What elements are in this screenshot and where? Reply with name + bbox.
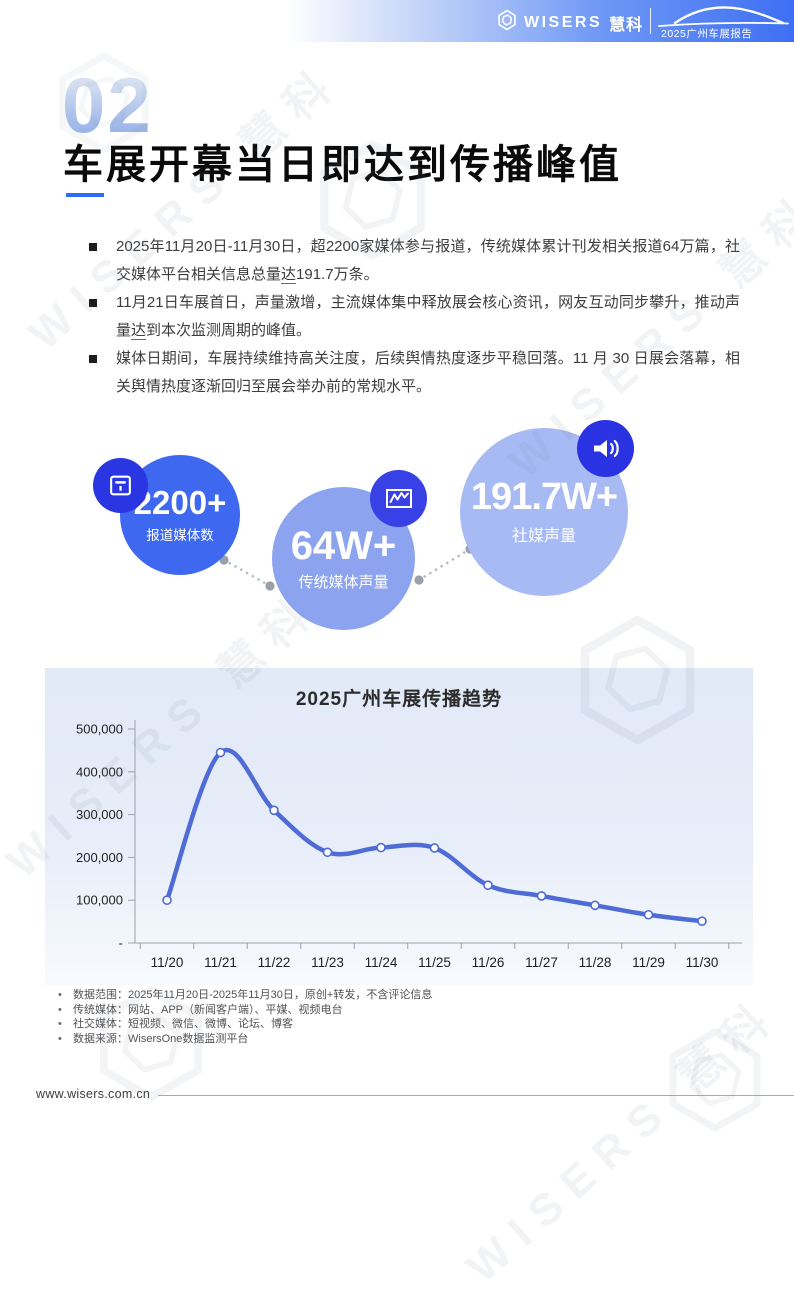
data-point-marker [697,916,707,926]
logo-text: WISERS [524,13,603,31]
footnote-item: • 传统媒体：网站、APP（新闻客户端）、平媒、视频电台 [56,1003,432,1018]
bullet-marker [89,299,97,307]
bullet-text: 达 [131,322,147,340]
bullet-marker [89,243,97,251]
x-axis-tick-label: 11/20 [151,955,184,970]
bullet-text: 11月21日车展首日，声量激增，主流媒体集中释放展会核心资讯，网友互动同步攀升，… [116,294,740,339]
y-axis-tick-label: 500,000 [76,722,123,737]
x-axis-tick-label: 11/27 [525,955,558,970]
stat-value: 191.7W+ [470,476,618,519]
report-tag-label: 2025广州车展报告 [661,28,753,40]
wisers-watermark-text: WISERS 慧科 [457,988,788,1293]
x-axis-tick-label: 11/26 [472,955,505,970]
bullet-item: 11月21日车展首日，声量激增，主流媒体集中释放展会核心资讯，网友互动同步攀升，… [88,289,740,345]
footnote-text: 社交媒体：短视频、微信、微博、论坛、博客 [73,1018,293,1030]
stat-label: 报道媒体数 [146,528,214,544]
y-axis-tick-label: 100,000 [76,893,123,908]
x-axis-tick-label: 11/25 [418,955,451,970]
x-axis-tick-label: 11/28 [579,955,612,970]
chart-title: 2025广州车展传播趋势 [295,689,503,710]
y-axis-tick-label: - [119,936,123,951]
y-axis-tick-label: 400,000 [76,764,123,779]
data-point-marker [376,842,386,853]
bullet-item: 2025年11月20日-11月30日，超2200家媒体参与报道，传统媒体累计刊发… [88,233,740,289]
stats-infographic: 2200+ 报道媒体数 64W+ 传统媒体声量 191.7W+ 社媒声量 [0,415,794,665]
footnote-list: • 数据范围：2025年11月20日-2025年11月30日，原创+转发，不含评论… [56,988,432,1046]
trend-line-chart: 500,000 400,000 300,000 200,000 100,000 - 11/2… [76,720,742,970]
data-point-marker [269,805,279,816]
trend-line [164,747,705,924]
data-point-marker [483,880,493,891]
stat-value: 2200+ [133,483,227,521]
footer-website-link[interactable]: www.wisers.com.cn [36,1087,151,1101]
footer-divider-line [158,1095,794,1096]
data-point-marker [162,895,172,905]
footnote-item: • 数据范围：2025年11月20日-2025年11月30日，原创+转发，不含评论… [56,988,432,1003]
speaker-icon [577,420,634,477]
x-axis-tick-label: 11/23 [311,955,344,970]
y-axis-tick-label: 200,000 [76,850,123,865]
bullet-text: 媒体日期间，车展持续维持高关注度，后续舆情热度逐步平稳回落。11 月 30 日展… [116,350,740,395]
hexagon-watermark-icon [665,1028,765,1132]
bullet-text: 达 [281,266,297,284]
header-divider [650,8,651,34]
car-silhouette-icon [658,6,789,27]
footnote-bullet-marker: • [58,1032,62,1045]
footnote-item: • 社交媒体：短视频、微信、微博、论坛、博客 [56,1017,432,1032]
data-point-marker [215,747,226,758]
stat-value: 64W+ [290,524,397,568]
x-axis-tick-label: 11/22 [258,955,291,970]
x-axis-tick-label: 11/30 [686,955,719,970]
x-axis-tick-label: 11/24 [365,955,398,970]
hexagon-logo-icon [497,9,517,36]
report-tag: 2025广州车展报告 [657,1,791,42]
section-number: 02 [62,61,153,149]
trend-chart-panel: 2025广州车展传播趋势 500,000 400,000 300,000 200,00… [45,668,753,985]
header-bar: WISERS 慧科 2025广州车展报告 [0,0,794,42]
footnote-bullet-marker: • [58,1018,62,1030]
logo-suffix: 慧科 [609,16,644,34]
footnote-item: • 数据来源：WisersOne数据监测平台 [56,1032,432,1047]
footnote-bullet-marker: • [58,989,62,1001]
x-axis-tick-label: 11/29 [632,955,665,970]
footnote-bullet-marker: • [58,1003,62,1016]
bullet-text: 到本次监测周期的峰值。 [146,322,312,339]
page-title: 车展开幕当日即达到传播峰值 [63,143,622,187]
data-point-marker [643,909,654,920]
footnote-text: 传统媒体：网站、APP（新闻客户端）、平媒、视频电台 [73,1003,343,1016]
bullet-item: 媒体日期间，车展持续维持高关注度，后续舆情热度逐步平稳回落。11 月 30 日展… [88,345,740,401]
x-axis-tick-label: 11/21 [204,955,237,970]
newspaper-icon [93,458,148,513]
trend-chart-icon [370,470,427,527]
data-point-marker [322,847,333,858]
title-underline [66,193,104,197]
footnote-text: 数据来源：WisersOne数据监测平台 [73,1032,249,1045]
bullet-text: 191.7万条。 [296,266,379,283]
footnote-text: 数据范围：2025年11月20日-2025年11月30日，原创+转发，不含评论信… [73,989,433,1001]
stat-label: 社媒声量 [511,527,576,545]
summary-bullet-list: 2025年11月20日-11月30日，超2200家媒体参与报道，传统媒体累计刊发… [88,233,740,401]
bullet-text: 2025年11月20日-11月30日，超2200家媒体参与报道，传统媒体累计刊发… [116,238,740,283]
data-point-marker [536,891,547,901]
y-axis-tick-label: 300,000 [76,807,123,822]
wisers-logo: WISERS 慧科 [497,9,643,36]
data-point-marker [590,900,600,911]
data-point-marker [429,843,440,853]
bullet-marker [89,355,97,363]
stat-label: 传统媒体声量 [298,574,389,591]
